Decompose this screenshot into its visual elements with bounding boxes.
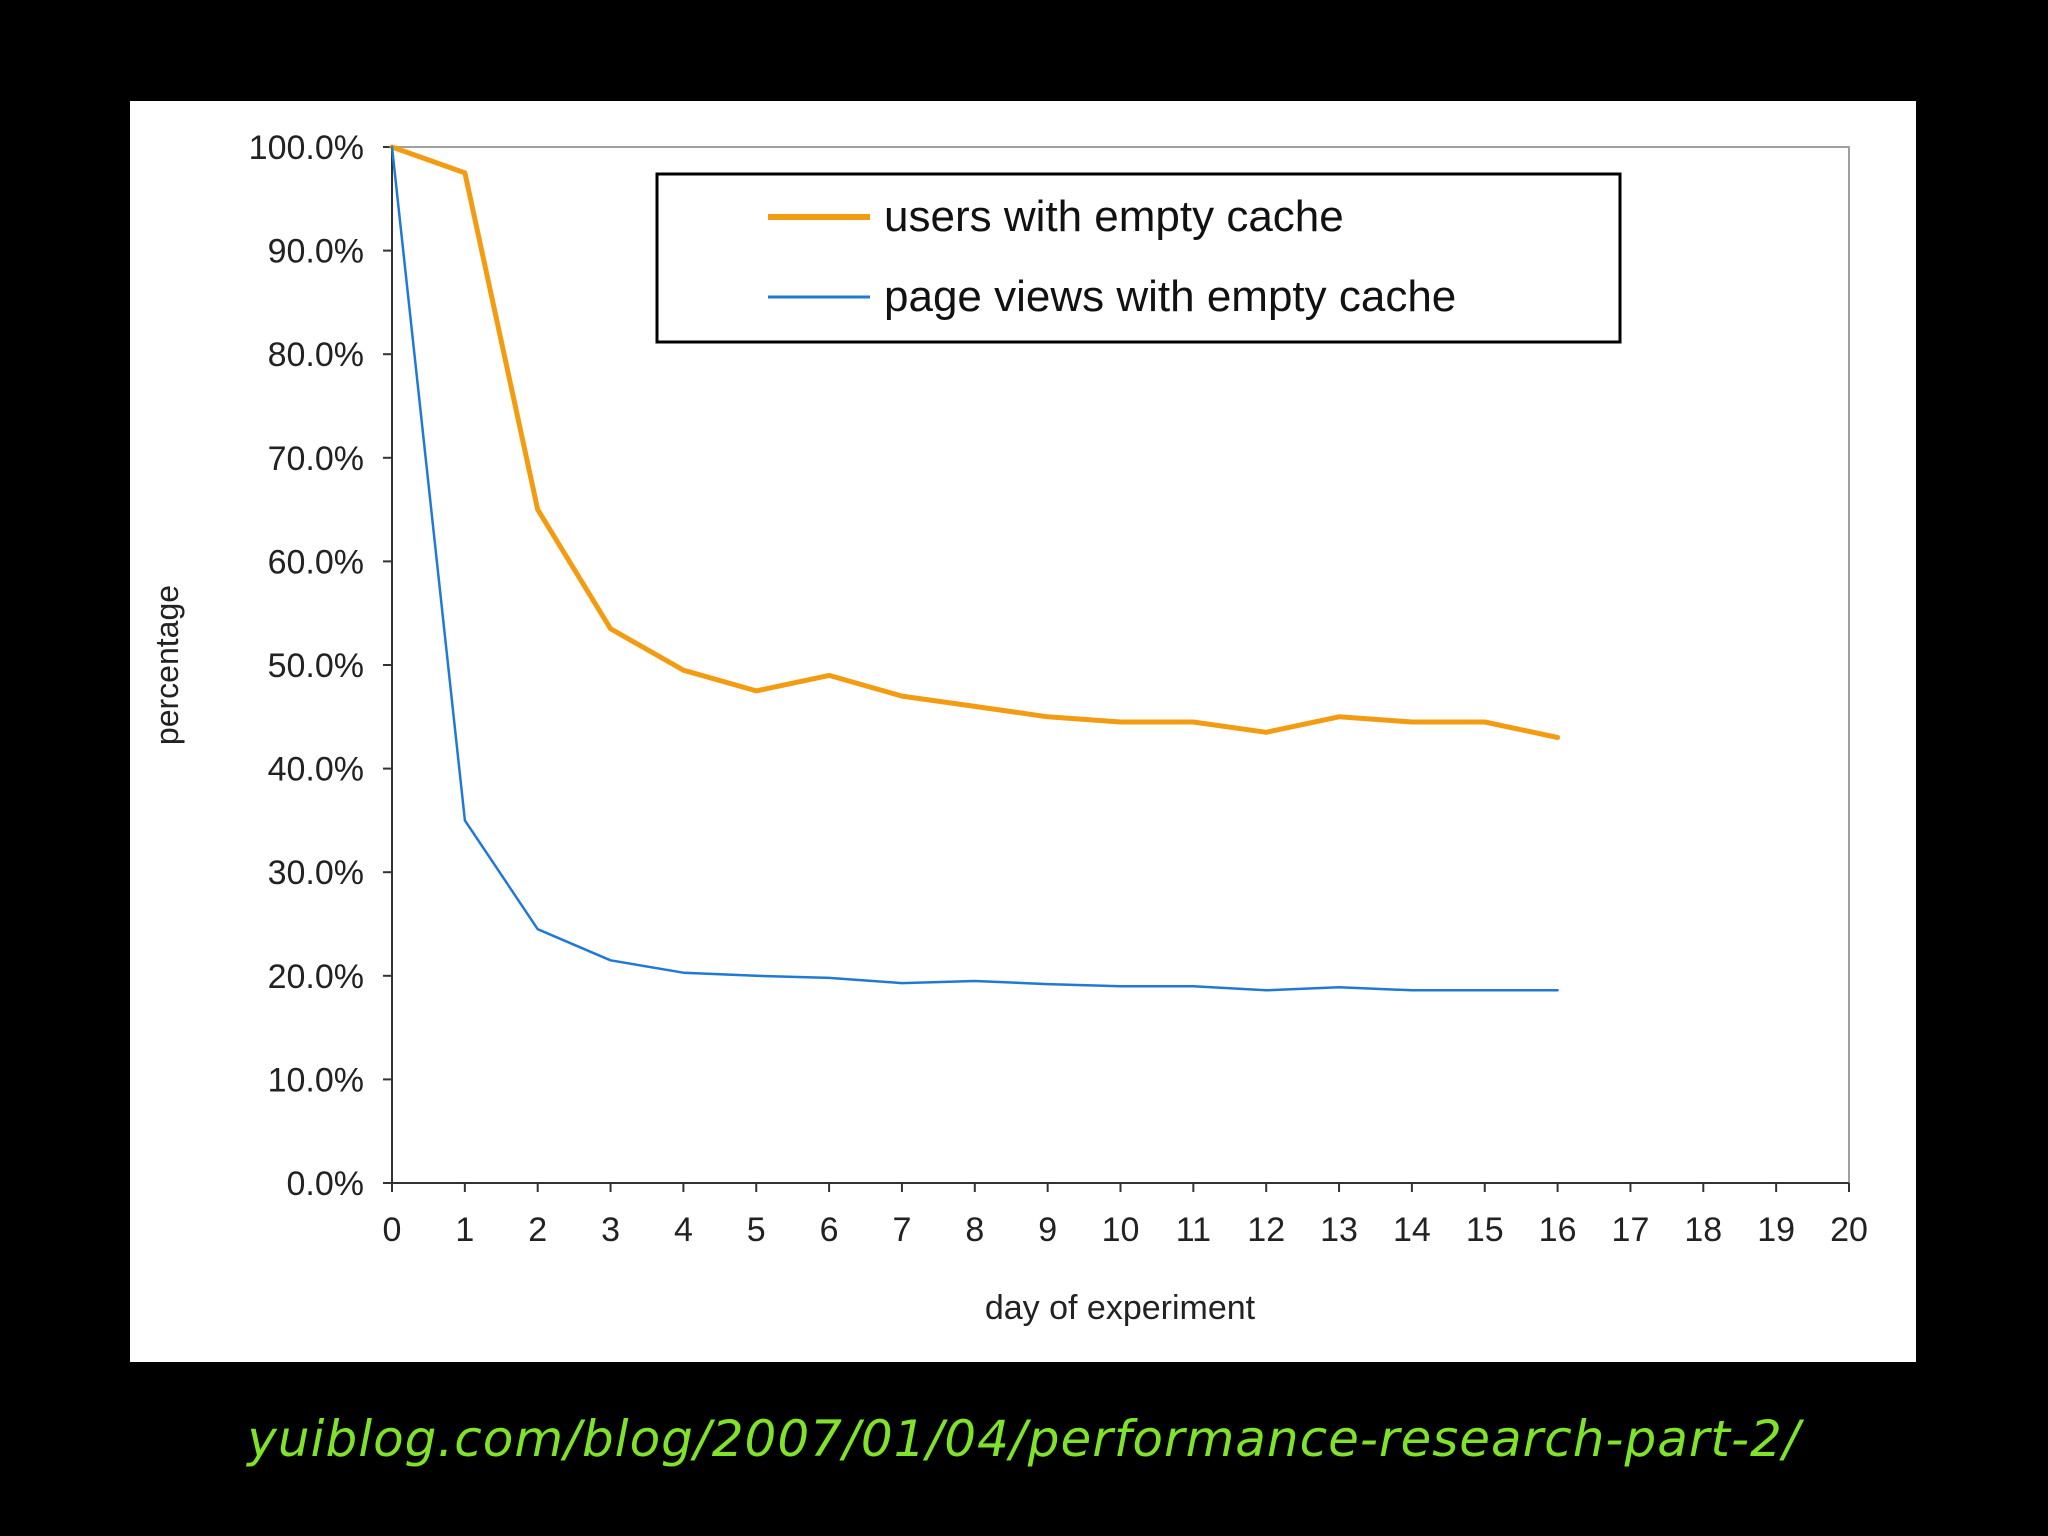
y-axis-label: percentage bbox=[149, 585, 185, 745]
x-tick-label: 16 bbox=[1539, 1211, 1577, 1249]
x-tick-label: 13 bbox=[1320, 1211, 1358, 1249]
y-axis-ticks: 0.0% 10.0% 20.0% 30.0% 40.0% 50.0% 60.0% 70.0% 8… bbox=[249, 129, 392, 1203]
series-line-users bbox=[389, 144, 1561, 740]
x-tick-label: 2 bbox=[528, 1211, 547, 1249]
legend-label-page-views: page views with empty cache bbox=[884, 272, 1456, 321]
series-line-page-views bbox=[390, 145, 1559, 992]
y-tick-label: 90.0% bbox=[268, 233, 364, 271]
x-tick-label: 10 bbox=[1102, 1211, 1140, 1249]
line-chart: 0.0% 10.0% 20.0% 30.0% 40.0% 50.0% 60.0% 70.0% 8… bbox=[149, 129, 1868, 1327]
legend: users with empty cache page views with e… bbox=[655, 172, 1622, 344]
x-tick-label: 17 bbox=[1612, 1211, 1650, 1249]
y-tick-label: 20.0% bbox=[268, 958, 364, 996]
x-tick-label: 19 bbox=[1757, 1211, 1795, 1249]
y-tick-label: 30.0% bbox=[268, 854, 364, 892]
x-tick-label: 7 bbox=[892, 1211, 911, 1249]
chart-panel: 0.0% 10.0% 20.0% 30.0% 40.0% 50.0% 60.0% 70.0% 8… bbox=[130, 101, 1916, 1362]
x-tick-label: 5 bbox=[747, 1211, 766, 1249]
y-tick-label: 100.0% bbox=[249, 129, 364, 167]
x-axis-ticks: 0 1 2 3 4 5 6 7 8 9 10 11 12 13 14 15 16 17 18 19 20 bbox=[383, 1183, 1868, 1249]
x-tick-label: 8 bbox=[965, 1211, 984, 1249]
x-tick-label: 12 bbox=[1247, 1211, 1285, 1249]
x-tick-label: 3 bbox=[601, 1211, 620, 1249]
x-tick-label: 14 bbox=[1393, 1211, 1431, 1249]
y-tick-label: 10.0% bbox=[268, 1061, 364, 1099]
y-tick-label: 50.0% bbox=[268, 647, 364, 685]
x-tick-label: 1 bbox=[455, 1211, 474, 1249]
series-lines bbox=[389, 144, 1561, 992]
x-tick-label: 18 bbox=[1684, 1211, 1722, 1249]
y-tick-label: 40.0% bbox=[268, 751, 364, 789]
x-tick-label: 6 bbox=[820, 1211, 839, 1249]
source-url[interactable]: yuiblog.com/blog/2007/01/04/performance-… bbox=[247, 1410, 1801, 1468]
x-tick-label: 20 bbox=[1830, 1211, 1868, 1249]
y-tick-label: 80.0% bbox=[268, 336, 364, 374]
y-tick-label: 60.0% bbox=[268, 543, 364, 581]
x-tick-label: 11 bbox=[1176, 1211, 1211, 1249]
x-tick-label: 0 bbox=[383, 1211, 402, 1249]
legend-box bbox=[655, 172, 1622, 344]
legend-label-users: users with empty cache bbox=[884, 192, 1344, 241]
y-tick-label: 0.0% bbox=[287, 1165, 365, 1203]
x-axis-label: day of experiment bbox=[985, 1289, 1256, 1327]
x-tick-label: 15 bbox=[1466, 1211, 1504, 1249]
x-tick-label: 4 bbox=[674, 1211, 693, 1249]
x-tick-label: 9 bbox=[1038, 1211, 1057, 1249]
y-tick-label: 70.0% bbox=[268, 440, 364, 478]
